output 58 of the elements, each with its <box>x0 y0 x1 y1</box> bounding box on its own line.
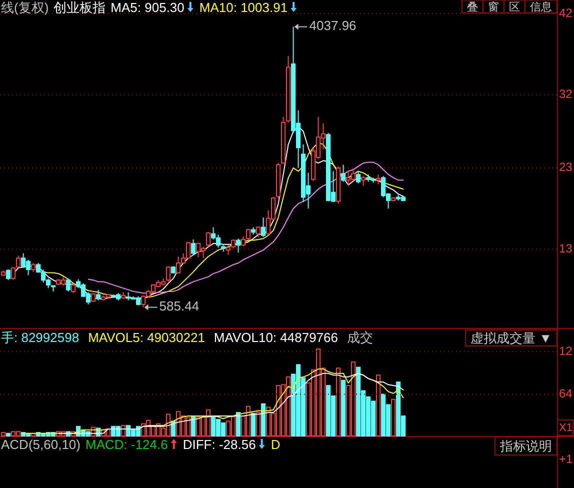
text: 叠 <box>467 1 478 14</box>
candlestick <box>71 282 76 294</box>
candlestick <box>191 238 196 256</box>
text: 12 <box>559 344 573 358</box>
bar <box>1 432 6 436</box>
bar <box>336 368 341 436</box>
text: 指标说明 <box>499 438 552 454</box>
y-tick-label: 32 <box>559 87 573 102</box>
candlestick <box>241 236 246 246</box>
bar <box>261 403 266 436</box>
y-tick-label: 23 <box>559 160 573 174</box>
y-tick-label: 13 <box>559 241 573 256</box>
bar <box>391 398 396 436</box>
text: +1 <box>559 452 574 466</box>
candlestick <box>261 217 266 238</box>
chart-title: 线(复权) <box>1 0 49 15</box>
annotation: 585.44 <box>159 298 200 314</box>
candlestick <box>6 269 11 281</box>
bar <box>191 416 196 436</box>
bar <box>376 374 381 436</box>
text: 虚拟成交量 ▼ <box>470 330 552 346</box>
candlestick <box>376 174 381 185</box>
text: DIFF: -28.56 <box>182 437 256 452</box>
text: MACD: -124.6 <box>85 437 168 452</box>
y-tick-label: 42 <box>559 6 573 20</box>
text: 成交 <box>347 330 373 345</box>
text: D <box>270 437 280 452</box>
candlestick <box>96 289 101 301</box>
candlestick <box>16 255 21 268</box>
bar <box>121 425 126 436</box>
candlestick <box>206 232 211 248</box>
text: 窗 <box>488 0 499 14</box>
text: MAVOL10: 44879766 <box>214 330 338 345</box>
text: ACD(5,60,10) <box>1 437 80 452</box>
text: 手: 82992598 <box>1 330 80 345</box>
text: 64 <box>559 386 573 400</box>
annotation: 4037.96 <box>309 18 356 34</box>
candlestick <box>166 266 171 282</box>
line-series <box>88 162 404 294</box>
candlestick <box>356 170 361 184</box>
bar <box>256 412 261 436</box>
candlestick <box>66 278 71 292</box>
text: MAVOL5: 49030221 <box>88 330 205 345</box>
text: MA5: 905.30 <box>110 0 184 15</box>
text: 区 <box>509 1 520 14</box>
bar <box>341 380 346 436</box>
bar <box>251 412 256 436</box>
text: 信息 <box>530 0 552 14</box>
candlestick <box>236 238 241 253</box>
candlestick <box>341 164 346 182</box>
text: X1 <box>559 422 572 434</box>
candlestick <box>256 226 261 238</box>
bar <box>6 432 11 436</box>
text: MA10: 1003.91 <box>199 0 288 15</box>
candlestick <box>11 266 16 281</box>
chart-subtitle: 创业板指 <box>54 0 106 15</box>
candlestick <box>361 176 366 186</box>
bar <box>236 412 241 436</box>
